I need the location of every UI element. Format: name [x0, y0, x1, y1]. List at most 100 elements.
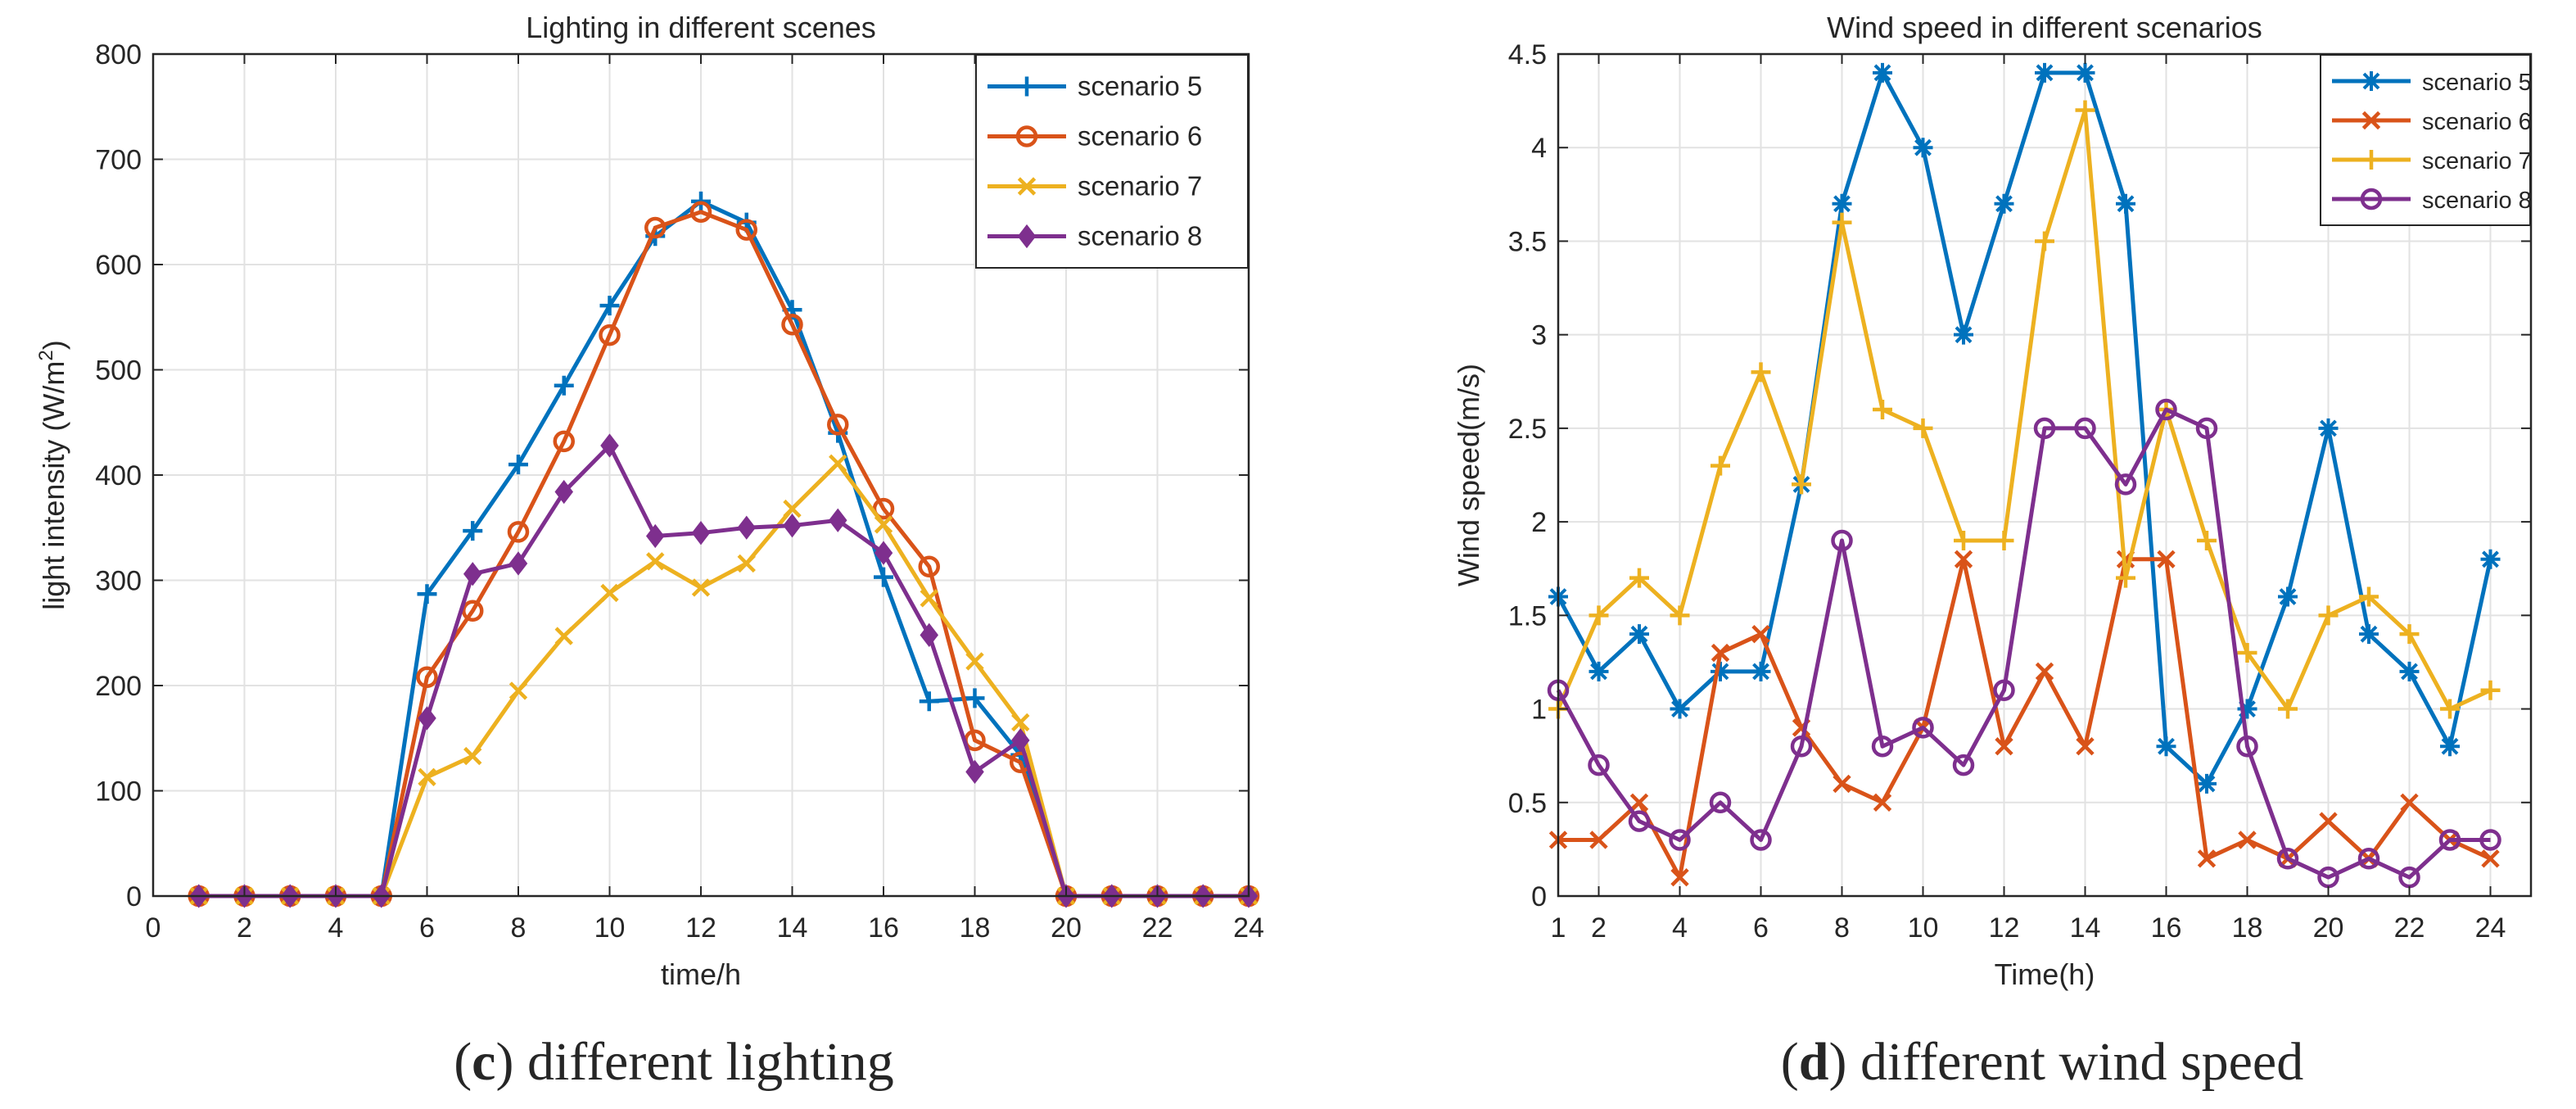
data-point	[1709, 791, 1732, 814]
caption-open-paren: (	[454, 1032, 472, 1092]
data-point	[463, 521, 483, 541]
data-point	[1628, 810, 1651, 832]
data-point	[508, 455, 528, 475]
caption-letter: d	[1799, 1032, 1829, 1092]
x-tick-label: 10	[1908, 912, 1939, 944]
data-point	[2035, 62, 2054, 83]
x-tick-label: 4	[1672, 912, 1688, 944]
data-point	[1833, 774, 1851, 794]
data-point	[1954, 324, 1973, 345]
data-point	[874, 541, 893, 565]
x-tick-label: 14	[2070, 912, 2101, 944]
data-point	[2319, 812, 2338, 831]
legend-item: scenario 8	[987, 221, 1202, 251]
data-point	[965, 652, 984, 671]
data-point	[1751, 362, 1771, 382]
data-point	[2075, 62, 2095, 83]
data-point	[2195, 417, 2218, 440]
data-point	[463, 746, 482, 766]
data-point	[2480, 549, 2501, 569]
x-tick-label: 6	[419, 912, 435, 944]
data-point	[828, 508, 847, 532]
data-point	[2318, 605, 2339, 626]
x-axis-label: time/h	[661, 957, 741, 991]
data-point	[1995, 737, 2013, 756]
y-axis-label: light intensity (W/m2)	[35, 340, 70, 609]
data-point	[2035, 231, 2054, 251]
ticks: 0 2 4 6 8 10 12 14 16 18 20 22 240100200300400500600…	[95, 39, 1264, 944]
data-point	[1952, 754, 1975, 776]
ticks: 1 2 4 6 8 10 12 14 16 18 20 22 2400.511.522.533.544.…	[1508, 39, 2531, 944]
data-point	[416, 666, 438, 688]
legend-swatch-marker	[2360, 188, 2383, 210]
data-point	[600, 433, 619, 458]
data-point	[2116, 568, 2135, 588]
data-point	[507, 521, 530, 543]
data-point	[2236, 735, 2258, 758]
data-point	[418, 706, 436, 731]
data-point	[735, 219, 757, 241]
data-point	[1750, 829, 1772, 851]
series-scenario-5	[1548, 62, 2501, 794]
data-point	[2074, 417, 2096, 440]
x-tick-label: 8	[1834, 912, 1850, 944]
legend-swatch-marker	[2361, 150, 2381, 170]
x-tick-label: 10	[594, 912, 626, 944]
y-tick-label: 2	[1531, 507, 1547, 538]
series-line	[1556, 108, 2492, 712]
data-point	[920, 589, 938, 608]
data-point	[1011, 713, 1030, 732]
x-tick-label: 18	[2232, 912, 2263, 944]
data-point	[1589, 831, 1608, 849]
data-point	[2114, 473, 2137, 496]
data-point	[1994, 530, 2014, 550]
x-tick-label: 12	[685, 912, 716, 944]
legend-swatch-marker	[2361, 111, 2381, 130]
data-point	[599, 324, 621, 346]
data-point	[2318, 418, 2339, 438]
data-point	[874, 515, 893, 534]
legend-swatch-marker	[1017, 177, 1037, 196]
caption-open-paren: (	[1781, 1032, 1799, 1092]
data-point	[2359, 586, 2379, 607]
y-tick-label: 700	[95, 145, 142, 176]
data-point	[600, 583, 619, 603]
y-tick-label: 4.5	[1508, 39, 1547, 70]
data-point	[1010, 728, 1030, 753]
data-point	[462, 600, 484, 622]
data-point	[1954, 530, 1973, 550]
data-point	[918, 555, 940, 578]
y-tick-label: 100	[95, 776, 142, 808]
data-point	[1913, 138, 1933, 158]
data-point	[783, 499, 802, 518]
data-point	[2399, 661, 2420, 681]
data-point	[737, 515, 757, 540]
figure-caption: (d) different wind speed	[1781, 1032, 2303, 1092]
y-tick-label: 3	[1531, 320, 1547, 351]
legend: scenario 5 scenario 6 scenario 7 scenario 8	[2320, 54, 2532, 226]
y-axis-label-superscript: 2	[35, 350, 57, 360]
data-point	[1589, 661, 1609, 681]
legend-label: scenario 7	[2422, 148, 2532, 174]
data-point	[2278, 586, 2298, 607]
data-point	[1913, 418, 1933, 438]
data-point	[2357, 848, 2380, 870]
y-tick-label: 1	[1531, 695, 1547, 726]
data-point	[2157, 550, 2176, 568]
x-tick-label: 24	[1233, 912, 1264, 944]
data-point	[2479, 829, 2501, 851]
data-point	[781, 313, 803, 336]
y-tick-label: 4	[1531, 133, 1547, 164]
y-tick-label: 0.5	[1508, 788, 1547, 819]
data-point	[2035, 662, 2054, 681]
legend-swatch-marker	[1017, 76, 1037, 97]
data-point	[508, 551, 528, 576]
x-tick-label: 2	[237, 912, 252, 944]
data-point	[553, 430, 575, 453]
data-point	[645, 523, 665, 549]
x-tick-label: 18	[960, 912, 991, 944]
data-point	[783, 514, 802, 538]
data-point	[829, 454, 847, 473]
data-point	[2156, 736, 2176, 757]
data-point	[1588, 754, 1610, 776]
